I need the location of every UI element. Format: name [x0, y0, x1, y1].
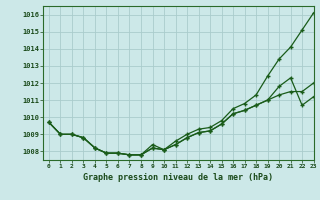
X-axis label: Graphe pression niveau de la mer (hPa): Graphe pression niveau de la mer (hPa)	[84, 173, 273, 182]
